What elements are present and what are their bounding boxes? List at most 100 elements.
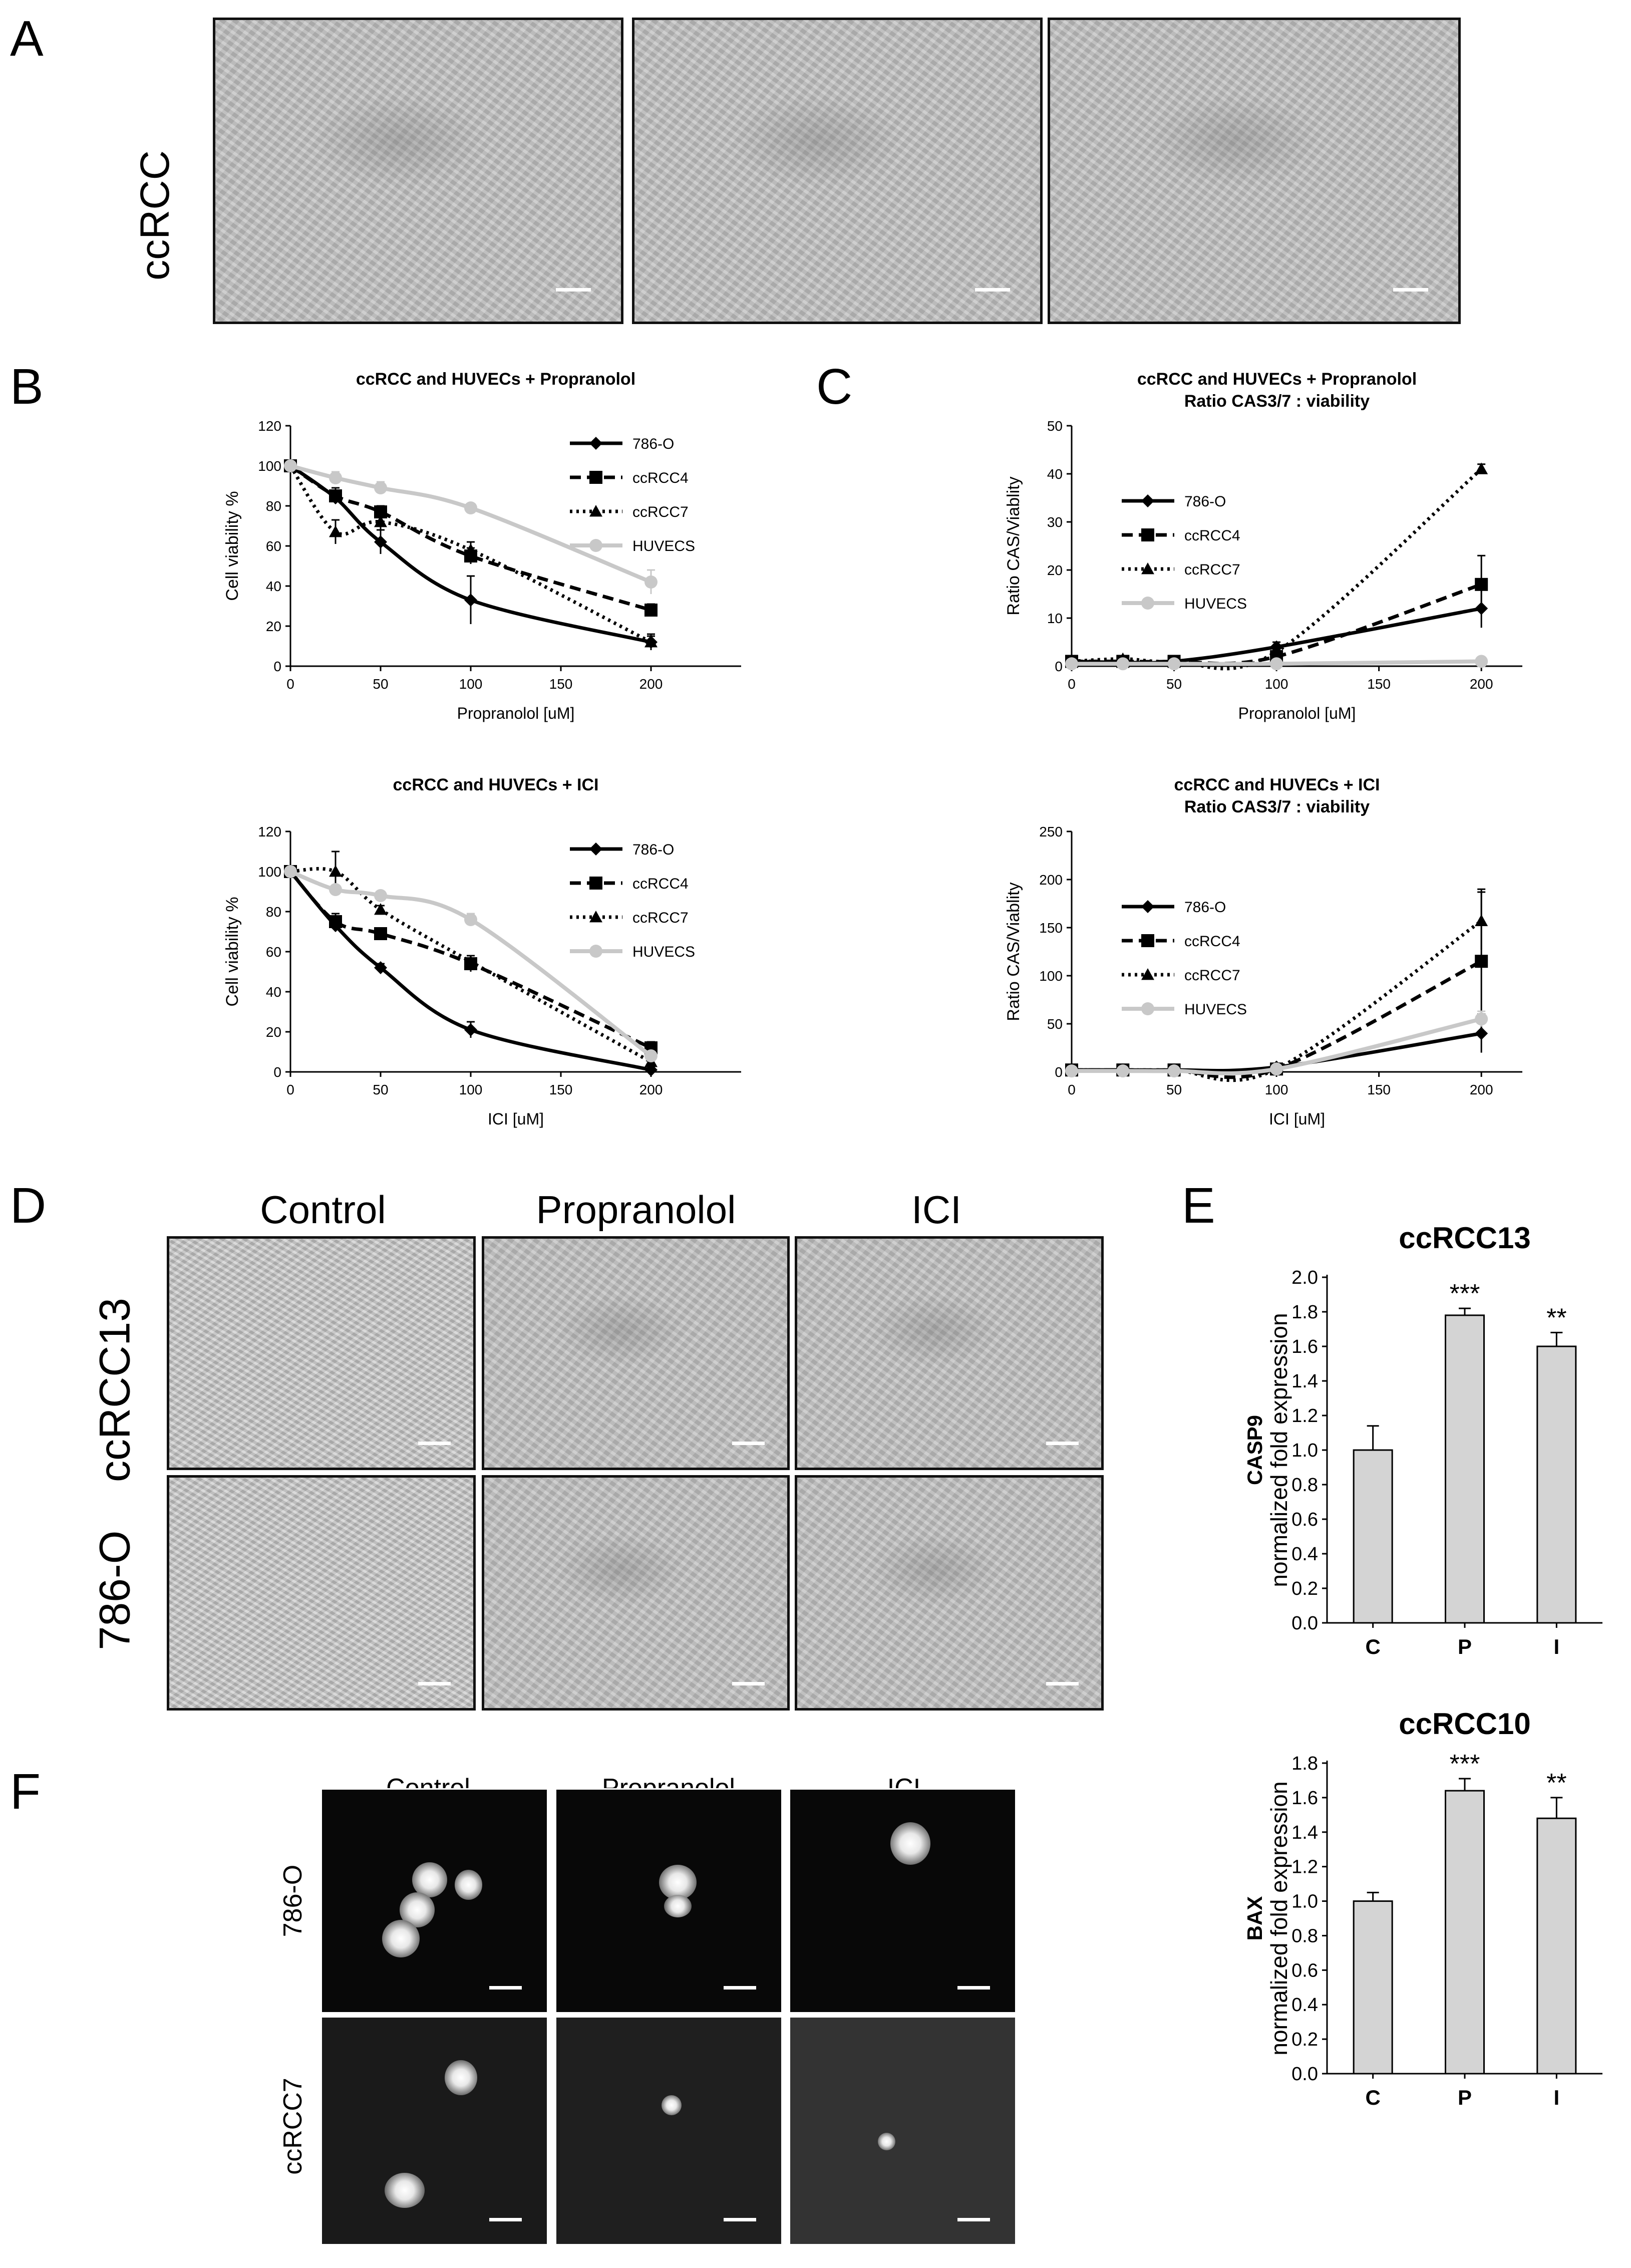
- data-point-ccRCC7: [1475, 462, 1488, 474]
- x-tick-label: I: [1553, 2086, 1559, 2109]
- data-point-HUVECS: [644, 576, 658, 589]
- y-tick-label: 1.6: [1291, 1788, 1318, 1809]
- bar-I: [1536, 1817, 1577, 2075]
- data-point-HUVECS: [1475, 1012, 1488, 1026]
- scale-bar: [724, 2218, 756, 2221]
- chart-c1: ccRCC and HUVECs + Propranolol Ratio CAS3…: [1004, 370, 1522, 722]
- legend-label-ccRCC4: ccRCC4: [1184, 933, 1240, 950]
- panel-f-row-786o: 786-O: [278, 1864, 307, 1937]
- x-tick-label: P: [1458, 1635, 1472, 1658]
- nucleus: [455, 1870, 482, 1900]
- y-tick-label: 0.0: [1291, 2064, 1318, 2085]
- data-point-HUVECS: [644, 1049, 658, 1062]
- y-tick-label: 0.2: [1291, 1578, 1318, 1599]
- legend-label-786-O: 786-O: [1184, 493, 1226, 510]
- y-tick-label: 1.8: [1291, 1302, 1318, 1323]
- legend-marker-HUVECS: [589, 539, 602, 552]
- nucleus: [385, 2173, 425, 2208]
- y-tick-label: 80: [266, 904, 281, 920]
- panel-d-row-ccrcc13: ccRCC13: [91, 1298, 139, 1482]
- data-point-ccRCC4: [1475, 955, 1488, 968]
- legend-label-ccRCC4: ccRCC4: [1184, 527, 1240, 544]
- legend-label-ccRCC7: ccRCC7: [632, 504, 689, 520]
- scale-bar: [1393, 288, 1428, 292]
- data-point-ccRCC4: [329, 915, 342, 928]
- y-tick-label: 0.6: [1291, 1509, 1318, 1530]
- series-line-ccRCC4: [1072, 583, 1482, 666]
- y-axis-label: Ratio CAS/Viablity: [1004, 476, 1023, 615]
- chart-title: ccRCC and HUVECs + Propranolol: [356, 370, 635, 389]
- y-tick-label: 20: [266, 1024, 281, 1040]
- data-point-786-O: [464, 594, 477, 607]
- y-tick-label: 40: [266, 579, 281, 594]
- y-tick-label: 10: [1047, 611, 1063, 626]
- scale-bar: [1046, 1442, 1079, 1445]
- bar-P: [1445, 1790, 1485, 2075]
- x-tick-label: 150: [549, 676, 573, 692]
- y-tick-label: 1.2: [1291, 1405, 1318, 1427]
- x-axis-label: ICI [uM]: [1269, 1110, 1325, 1128]
- x-tick-label: 50: [1166, 676, 1182, 692]
- legend-label-ccRCC7: ccRCC7: [632, 910, 689, 926]
- series-line-ccRCC7: [289, 465, 652, 644]
- x-axis-label: Propranolol [uM]: [1238, 704, 1356, 722]
- nucleus: [662, 2095, 682, 2115]
- data-point-ccRCC7: [329, 865, 342, 877]
- chart-title: ccRCC10: [1399, 1707, 1530, 1741]
- y-tick-label: 200: [1039, 872, 1063, 888]
- scale-bar: [418, 1682, 451, 1685]
- scale-bar: [975, 288, 1010, 292]
- legend-label-786-O: 786-O: [1184, 899, 1226, 916]
- legend-label-ccRCC4: ccRCC4: [632, 470, 689, 486]
- panel-f-row-ccrcc7: ccRCC7: [278, 2078, 307, 2175]
- y-tick-label: 80: [266, 498, 281, 514]
- panel-d-786o-propranolol: [482, 1475, 790, 1711]
- x-tick-label: 200: [1470, 1082, 1493, 1097]
- x-tick-label: 100: [459, 1082, 483, 1097]
- data-point-HUVECS: [1065, 657, 1078, 671]
- scale-bar: [732, 1682, 765, 1685]
- data-point-HUVECS: [1167, 1064, 1181, 1078]
- y-tick-label: 0.4: [1291, 1544, 1318, 1565]
- y-tick-label: 100: [258, 864, 281, 880]
- y-axis-label: Cell viability %: [223, 491, 242, 601]
- nucleus: [890, 1822, 930, 1865]
- legend-marker-786-O: [589, 842, 602, 856]
- scale-bar: [489, 2218, 522, 2221]
- panel-b-letter: B: [10, 359, 44, 415]
- panel-f-ccrcc7-ici: [789, 2016, 1017, 2245]
- x-axis-label: ICI [uM]: [488, 1110, 544, 1128]
- chart-subtitle: Ratio CAS3/7 : viability: [1184, 392, 1370, 411]
- data-point-ccRCC7: [374, 903, 387, 915]
- y-axis-label-bold: CASP9: [1243, 1415, 1266, 1485]
- significance-marker: ***: [1450, 1279, 1480, 1308]
- x-axis-label: Propranolol [uM]: [457, 704, 575, 722]
- x-tick-label: 50: [373, 676, 388, 692]
- legend-marker-786-O: [589, 437, 602, 450]
- data-point-HUVECS: [1116, 657, 1130, 671]
- legend-marker-ccRCC7: [589, 505, 602, 517]
- y-tick-label: 250: [1039, 824, 1063, 839]
- chart-c2: ccRCC and HUVECs + ICI Ratio CAS3/7 : via…: [1004, 775, 1522, 1128]
- chart-title: ccRCC13: [1399, 1221, 1530, 1255]
- bar-I: [1536, 1345, 1577, 1624]
- nucleus: [664, 1895, 692, 1917]
- x-tick-label: I: [1553, 1635, 1559, 1658]
- x-tick-label: 0: [1068, 676, 1076, 692]
- panel-d-row-786o: 786-O: [91, 1530, 139, 1650]
- y-axis-label: Cell viability %: [223, 897, 242, 1006]
- legend-marker-ccRCC4: [589, 471, 602, 484]
- y-axis-label: normalized fold expression: [1266, 1781, 1292, 2055]
- data-point-HUVECS: [329, 883, 342, 896]
- y-tick-label: 1.6: [1291, 1336, 1318, 1357]
- panel-d-col-ici: ICI: [911, 1188, 961, 1232]
- y-axis-label: normalized fold expression: [1266, 1313, 1292, 1587]
- y-tick-label: 50: [1047, 418, 1063, 434]
- data-point-HUVECS: [284, 865, 297, 878]
- scale-bar: [724, 1986, 756, 1990]
- panel-a-row-label: ccRCC: [132, 150, 178, 280]
- x-tick-label: 0: [286, 676, 294, 692]
- y-tick-label: 0.0: [1291, 1613, 1318, 1634]
- y-tick-label: 120: [258, 418, 281, 434]
- data-point-786-O: [374, 535, 387, 548]
